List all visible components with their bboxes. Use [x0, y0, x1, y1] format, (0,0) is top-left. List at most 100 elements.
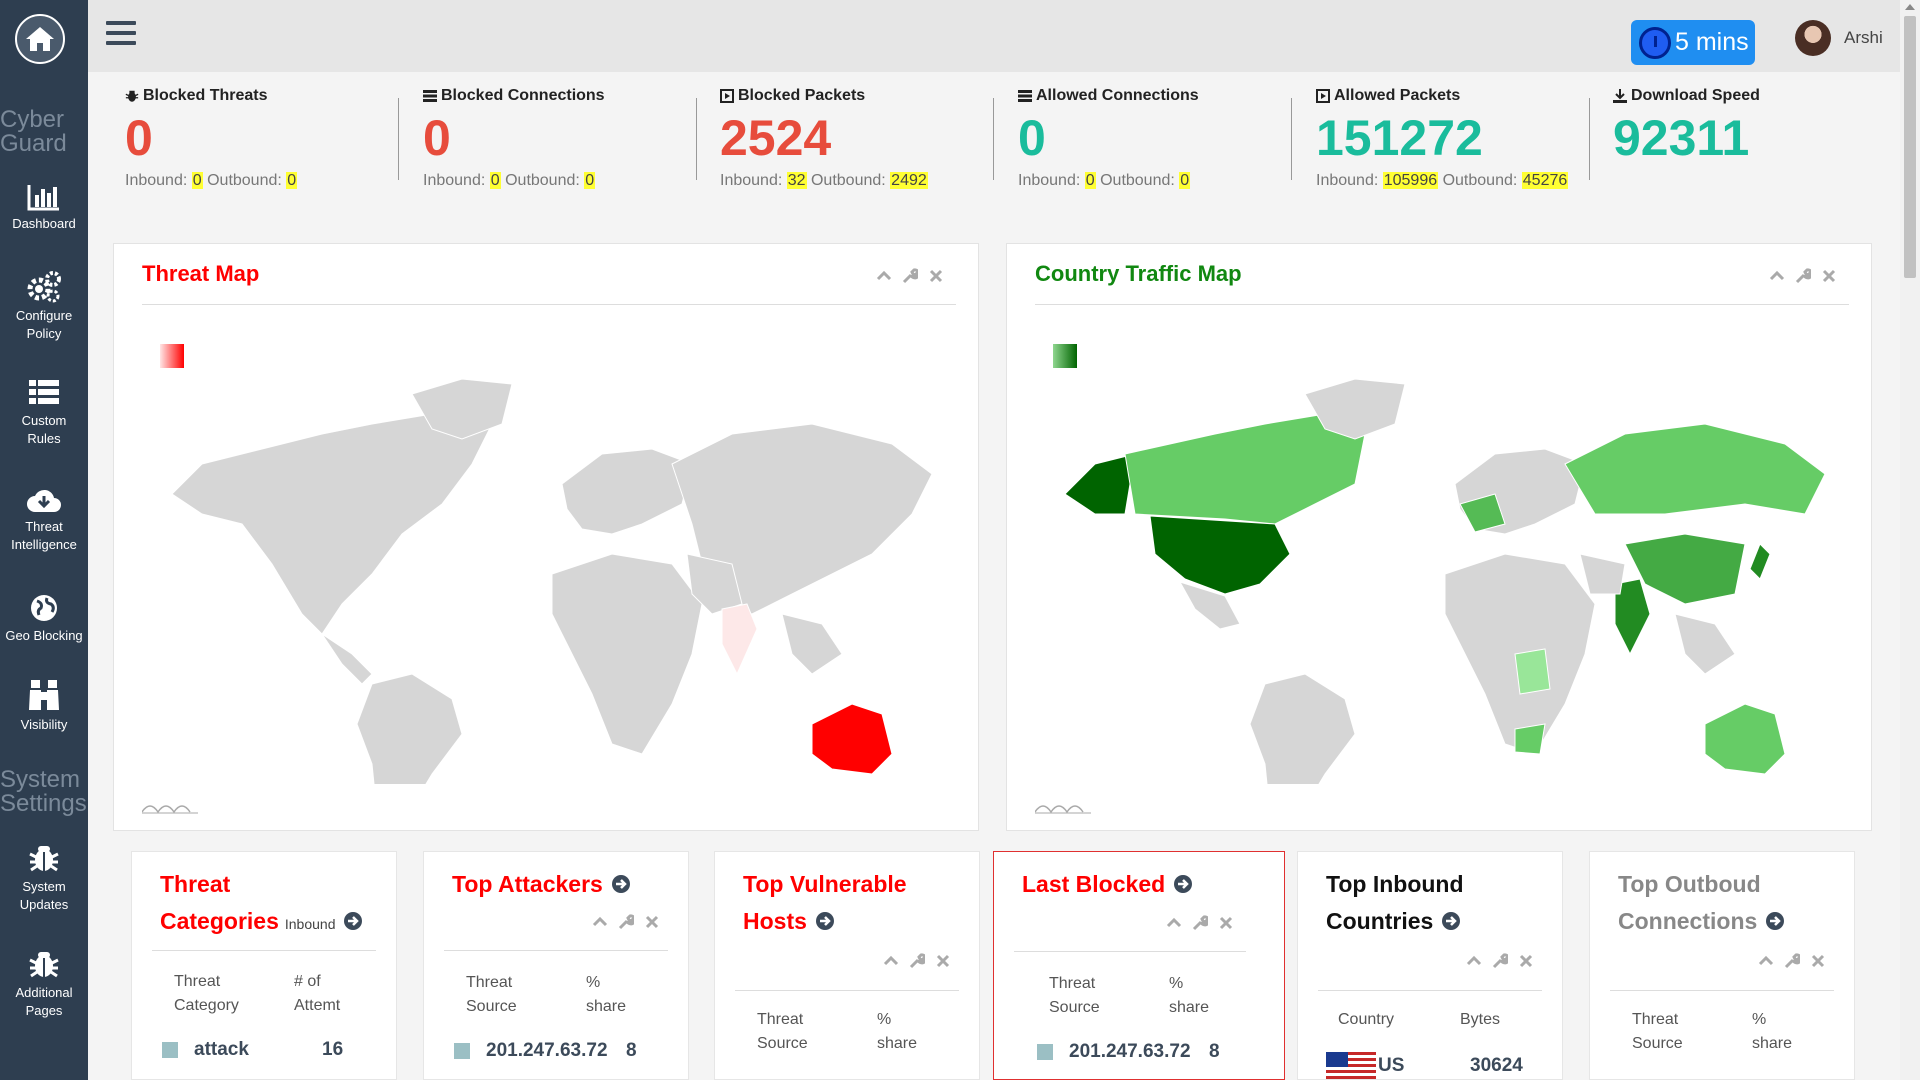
card-title: Last Blocked [1022, 866, 1258, 903]
card-title-line-1: Top Outboud [1618, 871, 1761, 897]
map-australia [1704, 703, 1786, 775]
row-label: 201.247.63.72 [1069, 1041, 1191, 1062]
sidebar-item-custom-rules[interactable]: Custom Rules [0, 378, 88, 448]
sidebar-item-label: Pages [25, 1003, 63, 1018]
home-button[interactable] [15, 14, 65, 64]
table-row[interactable]: 201.247.63.72 8 [1037, 1041, 1264, 1063]
card-title-line-1: Threat [160, 871, 231, 897]
close-icon[interactable] [935, 953, 951, 969]
close-icon[interactable] [1810, 953, 1826, 969]
threat-world-map[interactable] [132, 354, 962, 784]
user-menu[interactable]: Arshi [1795, 20, 1883, 56]
map-alaska [1064, 453, 1136, 515]
bug-icon [125, 90, 139, 102]
collapse-icon[interactable] [1466, 953, 1482, 969]
arrow-circle-right-icon[interactable] [343, 911, 363, 931]
map-mexico [1178, 581, 1241, 630]
country-world-map[interactable] [1025, 354, 1855, 784]
table-row[interactable]: attack 16 [162, 1039, 376, 1061]
sidebar-item-configure-policy[interactable]: Configure Policy [0, 271, 88, 343]
stat-title: Blocked Threats [143, 87, 268, 104]
wrench-icon[interactable] [1492, 953, 1508, 969]
sidebar-item-dashboard[interactable]: Dashboard [0, 183, 88, 233]
brand-text: Cyber Guard [0, 108, 88, 156]
top-outbound-connections-card: Top Outboud Connections Threat Source % sh… [1589, 851, 1855, 1080]
wrench-icon[interactable] [1192, 915, 1208, 931]
collapse-icon[interactable] [876, 268, 892, 284]
close-icon[interactable] [644, 914, 660, 930]
wrench-icon[interactable] [902, 268, 918, 284]
map-india [721, 603, 758, 676]
map-western-europe [1459, 493, 1506, 533]
column-header-line: % [877, 1011, 892, 1028]
threat-categories-card: Threat Categories Inbound Threat Category … [131, 851, 397, 1080]
column-header-line: Threat [1049, 975, 1096, 992]
close-icon[interactable] [1518, 953, 1534, 969]
map-europe [561, 448, 693, 535]
arrow-circle-right-icon[interactable] [1173, 874, 1193, 894]
wrench-icon[interactable] [1795, 268, 1811, 284]
page-scrollbar[interactable] [1900, 0, 1920, 1080]
sidebar-item-threat-intelligence[interactable]: Threat Intelligence [0, 486, 88, 554]
collapse-icon[interactable] [883, 953, 899, 969]
card-title-line-1: Top Attackers [452, 871, 603, 897]
divider [1291, 98, 1292, 180]
menu-toggle-icon[interactable] [106, 21, 136, 45]
table-row[interactable]: US 30624 [1326, 1052, 1542, 1079]
column-header-line: % [1169, 975, 1184, 992]
sidebar-item-label: Updates [19, 897, 69, 912]
stat-value: 92311 [1613, 110, 1750, 166]
column-header: # of Attemt [294, 970, 340, 1018]
row-value: 8 [626, 1040, 637, 1061]
row-value: 16 [322, 1039, 344, 1060]
card-divider [444, 950, 668, 951]
wrench-icon[interactable] [1784, 953, 1800, 969]
collapse-icon[interactable] [592, 914, 608, 930]
sidebar-item-additional-pages[interactable]: Additional Pages [0, 948, 88, 1020]
close-icon[interactable] [928, 268, 944, 284]
table-row[interactable]: 201.247.63.72 8 [454, 1040, 668, 1062]
map-africa [551, 553, 703, 755]
close-icon[interactable] [1821, 268, 1837, 284]
map-legend [160, 344, 184, 368]
arrow-circle-right-icon[interactable] [1765, 911, 1785, 931]
card-title-line-2: Categories [160, 908, 279, 934]
card-title-line-1: Last Blocked [1022, 871, 1166, 897]
clock-icon [1639, 26, 1671, 59]
card-divider [152, 950, 376, 951]
collapse-icon[interactable] [1769, 268, 1785, 284]
inbound-label: Inbound: [1018, 172, 1081, 189]
scroll-up-icon[interactable] [1905, 4, 1915, 10]
wrench-icon[interactable] [618, 914, 634, 930]
row-label: US [1378, 1055, 1405, 1076]
column-header: Bytes [1460, 1011, 1501, 1028]
collapse-icon[interactable] [1166, 915, 1182, 931]
arrow-circle-right-icon[interactable] [1441, 911, 1461, 931]
cloud-download-icon [27, 489, 61, 512]
wrench-icon[interactable] [909, 953, 925, 969]
map-north-america [171, 413, 493, 635]
outbound-label: Outbound: [207, 172, 282, 189]
stat-allowed-connections: Allowed Connections 0 Inbound: 0 Outboun… [1018, 86, 1298, 190]
map-south-africa [1514, 723, 1546, 755]
card-title: Threat Categories Inbound [160, 866, 396, 943]
sidebar: Cyber Guard Dashboard Configure Policy C… [0, 0, 88, 1080]
column-header-line: % [586, 974, 601, 991]
arrow-circle-right-icon[interactable] [815, 911, 835, 931]
refresh-timer-button[interactable]: 5 mins [1631, 20, 1755, 65]
column-header-line: share [1169, 999, 1210, 1016]
map-south-america [356, 673, 463, 784]
outbound-value: 0 [1179, 172, 1191, 189]
arrow-circle-right-icon[interactable] [611, 874, 631, 894]
sidebar-item-label: Rules [27, 431, 61, 446]
legend-swatch [1037, 1044, 1053, 1060]
panel-divider [142, 304, 956, 305]
map-central-africa [1514, 648, 1551, 695]
sidebar-item-label: System [22, 879, 66, 894]
collapse-icon[interactable] [1758, 953, 1774, 969]
sidebar-item-system-updates[interactable]: System Updates [0, 842, 88, 914]
scrollbar-thumb[interactable] [1904, 16, 1916, 278]
close-icon[interactable] [1218, 915, 1234, 931]
sidebar-item-visibility[interactable]: Visibility [0, 678, 88, 734]
sidebar-item-geo-blocking[interactable]: Geo Blocking [0, 593, 88, 645]
